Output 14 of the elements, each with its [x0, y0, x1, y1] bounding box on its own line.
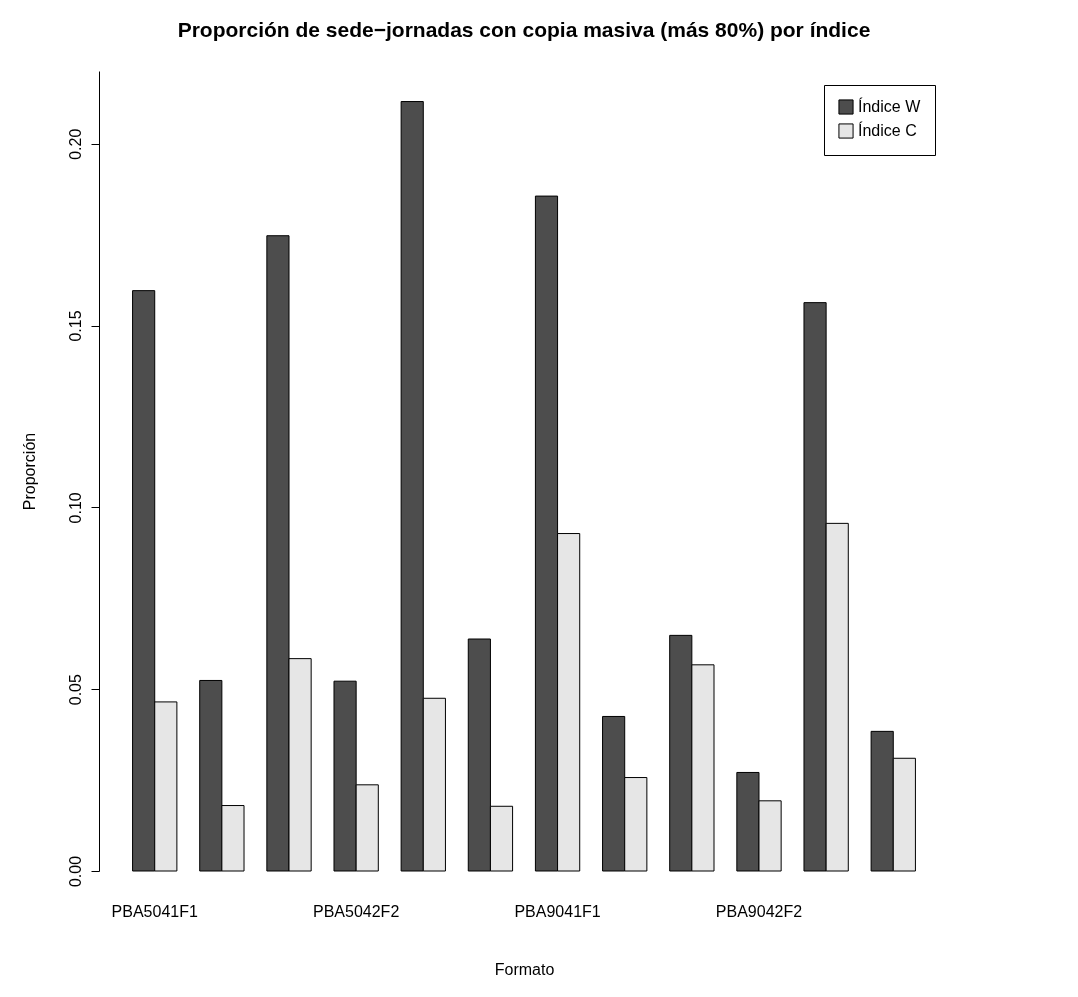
x-tick-label: PBA9042F2	[715, 902, 803, 920]
chart-title: Proporción de sede−jornadas con copia masiva (más 80%) por índice	[177, 18, 871, 41]
x-tick-label: PBA5041F1	[111, 902, 198, 920]
x-tick-label: PBA9041F1	[514, 902, 601, 920]
x-axis-title: Formato	[494, 960, 555, 978]
y-tick-label: 0.15	[66, 310, 84, 342]
y-axis-title: Proporción	[20, 432, 38, 511]
y-tick-label: 0.10	[66, 492, 84, 524]
y-tick-label: 0.05	[66, 674, 84, 706]
legend-label: Índice W	[858, 97, 922, 115]
y-tick-label: 0.00	[66, 855, 84, 888]
x-tick-label: PBA5042F2	[313, 902, 400, 920]
legend-label: Índice C	[858, 121, 917, 139]
y-tick-label: 0.20	[66, 128, 84, 160]
